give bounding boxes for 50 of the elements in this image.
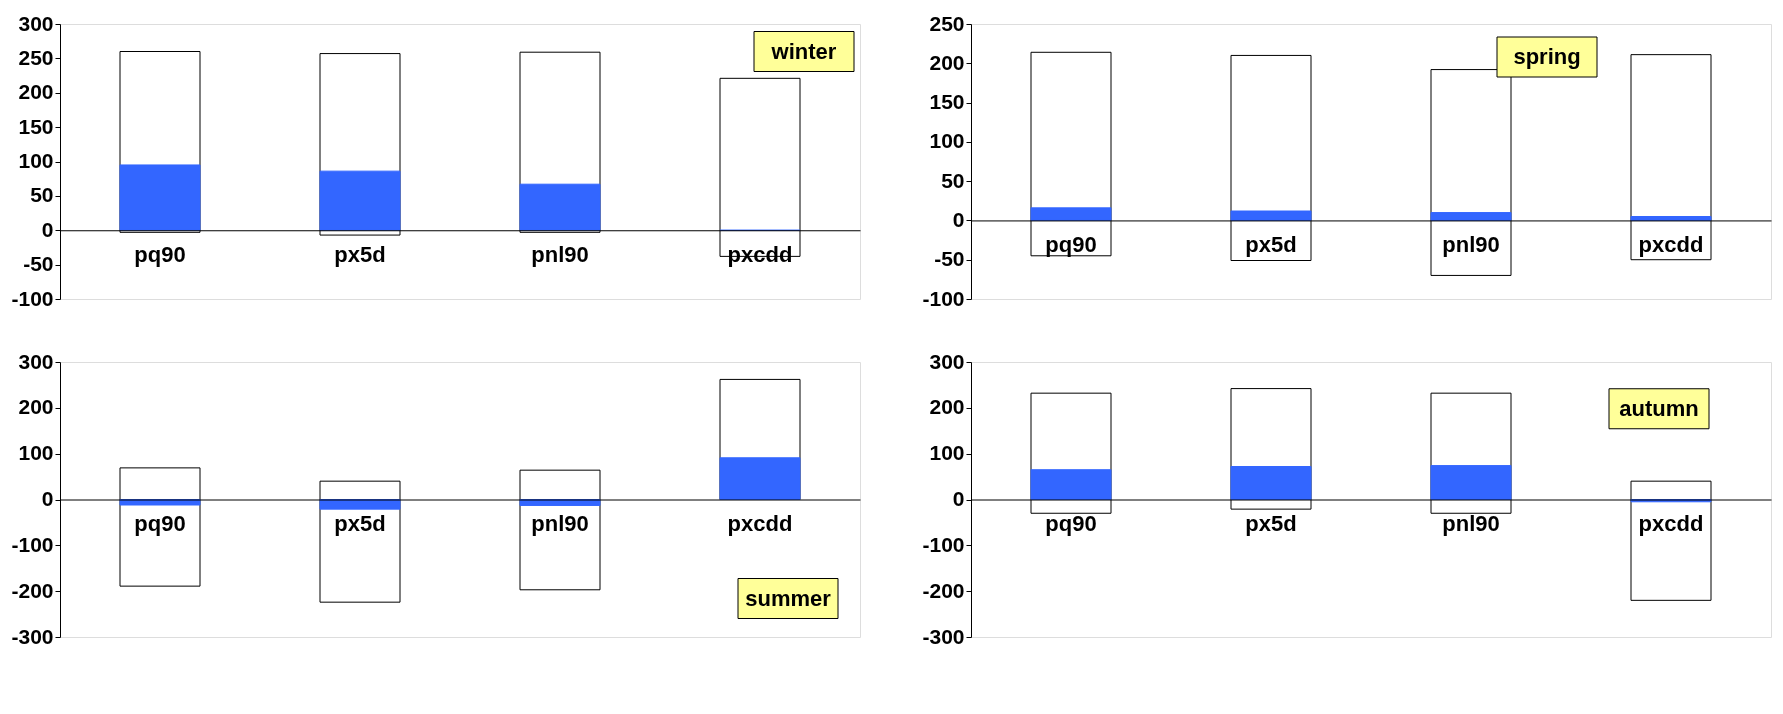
- annotation: autumn: [1619, 395, 1699, 421]
- y-tick-label: 100: [18, 149, 54, 172]
- x-tick-label: pq90: [134, 241, 186, 267]
- annotation: summer: [745, 585, 832, 611]
- x-tick-label: pq90: [1045, 231, 1097, 257]
- x-tick-label: pq90: [134, 511, 186, 536]
- y-tick-label: -100: [11, 532, 54, 556]
- y-tick-label: 300: [18, 349, 54, 373]
- y-tick-label: 250: [929, 11, 965, 35]
- y-tick-label: 300: [929, 349, 965, 373]
- y-tick-label: 200: [929, 50, 965, 74]
- y-tick-label: 200: [18, 80, 54, 104]
- y-tick-label: -300: [922, 624, 965, 648]
- y-tick-label: -100: [922, 286, 965, 310]
- y-tick-label: -200: [11, 578, 54, 602]
- y-tick-label: 150: [929, 90, 965, 114]
- x-tick-label: px5d: [334, 511, 386, 536]
- x-tick-label: pxcdd: [727, 511, 793, 536]
- y-tick-label: 0: [952, 487, 965, 510]
- x-tick-label: pnl90: [1442, 511, 1500, 536]
- y-tick-label: 300: [18, 11, 54, 35]
- y-tick-label: -200: [922, 578, 965, 602]
- y-tick-label: -50: [934, 247, 965, 271]
- annotation: winter: [770, 38, 837, 64]
- y-tick-label: -50: [23, 252, 54, 276]
- annotation: spring: [1513, 44, 1581, 69]
- y-tick-label: 100: [18, 441, 54, 465]
- x-tick-label: pxcdd: [1638, 511, 1704, 536]
- y-tick-label: 100: [929, 441, 965, 465]
- x-tick-label: px5d: [1245, 231, 1297, 257]
- x-tick-label: px5d: [334, 241, 386, 267]
- y-tick-label: 0: [952, 207, 965, 231]
- y-tick-label: 0: [41, 487, 54, 510]
- y-tick-label: 200: [929, 395, 965, 419]
- x-tick-label: pq90: [1045, 511, 1097, 536]
- x-tick-label: pnl90: [531, 241, 589, 267]
- y-tick-label: 50: [30, 183, 54, 207]
- y-tick-label: -300: [11, 624, 54, 648]
- y-tick-label: -100: [11, 286, 54, 310]
- x-tick-label: pnl90: [531, 511, 589, 536]
- y-tick-label: 100: [929, 129, 965, 153]
- x-tick-label: pnl90: [1442, 231, 1500, 257]
- y-tick-label: 150: [18, 114, 54, 138]
- y-tick-label: 0: [41, 217, 54, 241]
- y-tick-label: 250: [18, 45, 54, 69]
- y-tick-label: -100: [922, 532, 965, 556]
- x-tick-label: pxcdd: [1638, 231, 1704, 257]
- y-tick-label: 200: [18, 395, 54, 419]
- x-tick-label: px5d: [1245, 511, 1297, 536]
- y-tick-label: 50: [941, 168, 965, 192]
